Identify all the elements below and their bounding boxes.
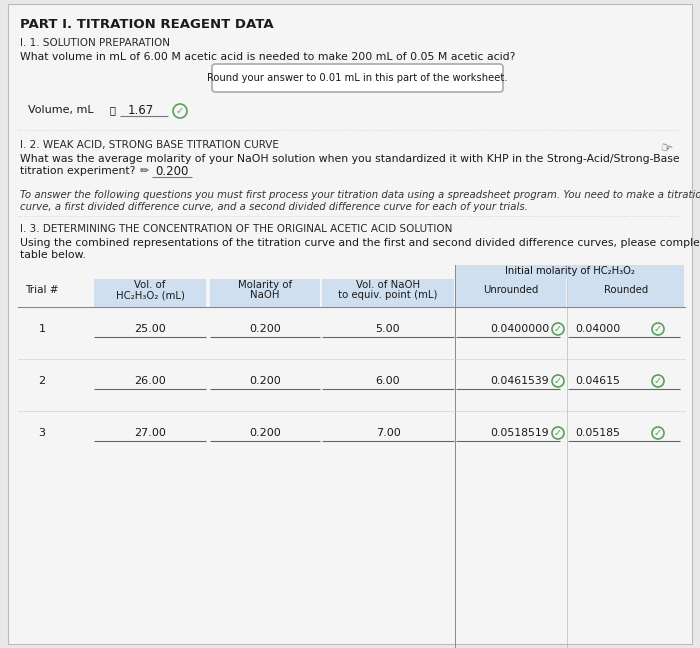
FancyBboxPatch shape <box>568 279 684 307</box>
Text: ✓: ✓ <box>654 324 662 334</box>
Text: ✓: ✓ <box>654 428 662 438</box>
Text: 26.00: 26.00 <box>134 376 166 386</box>
Text: 0.0518519: 0.0518519 <box>490 428 549 438</box>
Text: ✓: ✓ <box>176 106 184 116</box>
Text: titration experiment?: titration experiment? <box>20 166 135 176</box>
Text: 25.00: 25.00 <box>134 324 166 334</box>
Text: I. 1. SOLUTION PREPARATION: I. 1. SOLUTION PREPARATION <box>20 38 170 48</box>
Text: ✓: ✓ <box>554 376 562 386</box>
FancyBboxPatch shape <box>322 279 454 307</box>
Text: curve, a first divided difference curve, and a second divided difference curve f: curve, a first divided difference curve,… <box>20 202 528 212</box>
Text: ✓: ✓ <box>554 428 562 438</box>
Text: 2: 2 <box>38 376 46 386</box>
Text: Trial #: Trial # <box>25 285 59 295</box>
Text: Volume, mL: Volume, mL <box>28 105 94 115</box>
Text: Rounded: Rounded <box>604 285 648 295</box>
FancyBboxPatch shape <box>456 279 566 307</box>
Text: 0.0461539: 0.0461539 <box>490 376 549 386</box>
Text: 3: 3 <box>38 428 46 438</box>
FancyBboxPatch shape <box>456 265 684 279</box>
Text: 6.00: 6.00 <box>376 376 400 386</box>
Text: 0.04000: 0.04000 <box>575 324 620 334</box>
Text: ✏: ✏ <box>140 166 149 176</box>
Text: 0.05185: 0.05185 <box>575 428 620 438</box>
Text: 0.200: 0.200 <box>249 428 281 438</box>
Text: 🔒: 🔒 <box>110 105 116 115</box>
Text: Using the combined representations of the titration curve and the first and seco: Using the combined representations of th… <box>20 238 700 248</box>
Text: 27.00: 27.00 <box>134 428 166 438</box>
Text: I. 3. DETERMINING THE CONCENTRATION OF THE ORIGINAL ACETIC ACID SOLUTION: I. 3. DETERMINING THE CONCENTRATION OF T… <box>20 224 452 234</box>
Text: 0.04615: 0.04615 <box>575 376 620 386</box>
Text: Vol. of NaOH: Vol. of NaOH <box>356 280 420 290</box>
Text: 0.0400000: 0.0400000 <box>490 324 550 334</box>
Text: ☞: ☞ <box>658 140 674 157</box>
Text: 1: 1 <box>38 324 46 334</box>
Text: What was the average molarity of your NaOH solution when you standardized it wit: What was the average molarity of your Na… <box>20 154 680 164</box>
Text: Initial molarity of HC₂H₃O₂: Initial molarity of HC₂H₃O₂ <box>505 266 635 276</box>
Text: Unrounded: Unrounded <box>483 285 539 295</box>
Text: Molarity of: Molarity of <box>238 280 292 290</box>
Text: 0.200: 0.200 <box>155 165 188 178</box>
Text: 0.200: 0.200 <box>249 376 281 386</box>
FancyBboxPatch shape <box>94 279 206 307</box>
Text: ✓: ✓ <box>554 324 562 334</box>
FancyBboxPatch shape <box>212 64 503 92</box>
FancyBboxPatch shape <box>210 279 320 307</box>
Text: table below.: table below. <box>20 250 86 260</box>
Text: Vol. of: Vol. of <box>134 280 166 290</box>
Text: 5.00: 5.00 <box>376 324 400 334</box>
FancyBboxPatch shape <box>8 4 692 644</box>
Text: 0.200: 0.200 <box>249 324 281 334</box>
Text: ✓: ✓ <box>654 376 662 386</box>
Text: to equiv. point (mL): to equiv. point (mL) <box>338 290 438 300</box>
Text: NaOH: NaOH <box>251 290 280 300</box>
Text: 7.00: 7.00 <box>376 428 400 438</box>
Text: Round your answer to 0.01 mL in this part of the worksheet.: Round your answer to 0.01 mL in this par… <box>206 73 508 83</box>
Text: I. 2. WEAK ACID, STRONG BASE TITRATION CURVE: I. 2. WEAK ACID, STRONG BASE TITRATION C… <box>20 140 279 150</box>
Text: PART I. TITRATION REAGENT DATA: PART I. TITRATION REAGENT DATA <box>20 18 274 31</box>
Text: HC₂H₃O₂ (mL): HC₂H₃O₂ (mL) <box>116 290 185 300</box>
Text: 1.67: 1.67 <box>128 104 154 117</box>
Text: To answer the following questions you must first process your titration data usi: To answer the following questions you mu… <box>20 190 700 200</box>
Text: What volume in mL of 6.00 M acetic acid is needed to make 200 mL of 0.05 M aceti: What volume in mL of 6.00 M acetic acid … <box>20 52 515 62</box>
